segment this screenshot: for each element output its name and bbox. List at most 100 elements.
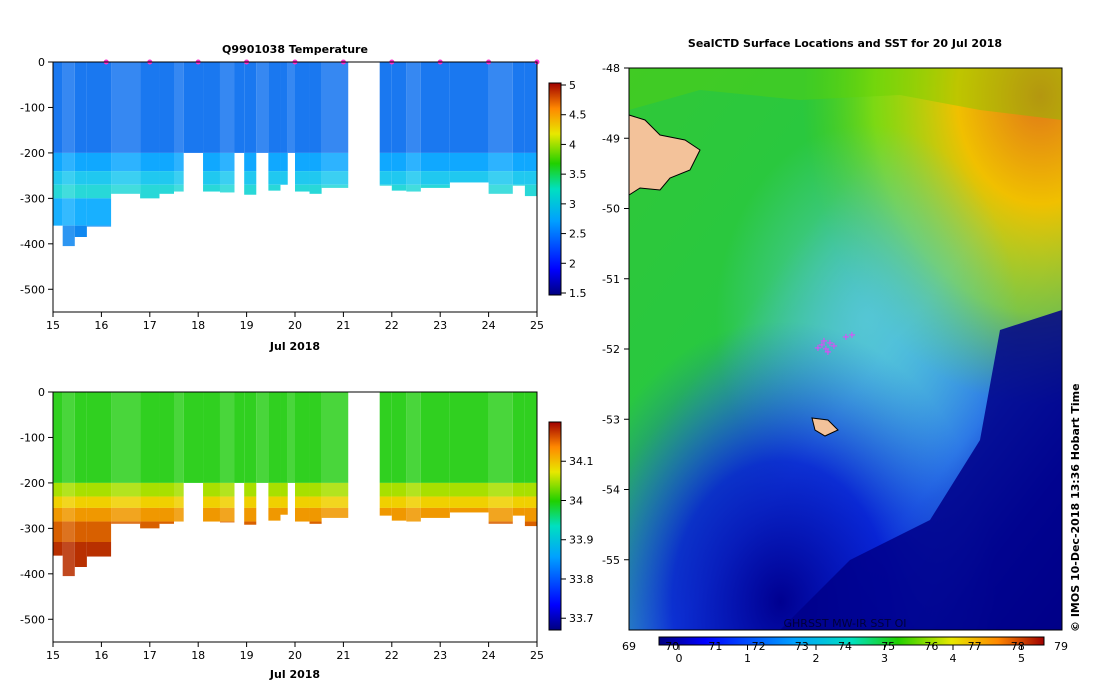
profile-cell (203, 496, 220, 508)
profile-cell (524, 152, 537, 172)
profile-cell (420, 392, 450, 483)
profile-cell (183, 392, 204, 483)
x-tick-label: 24 (482, 649, 496, 662)
colorbar-tick-label: 34.1 (569, 455, 594, 468)
profile-cell (449, 152, 489, 172)
profile-cell (74, 152, 87, 172)
x-tick-label: 17 (143, 649, 157, 662)
tag-location-point: + (842, 332, 850, 343)
profile-cell (219, 521, 235, 523)
profile-cell (280, 152, 288, 172)
profile-cell (140, 482, 160, 497)
profile-cell (86, 496, 112, 508)
temperature-profiles (53, 62, 537, 247)
profile-cell (62, 184, 75, 199)
profile-cell (140, 392, 160, 483)
profile-cell (62, 62, 75, 153)
profile-cell (512, 171, 525, 185)
profile-cell (321, 496, 349, 508)
profile-cell (406, 171, 421, 185)
profile-cell (280, 62, 288, 153)
temperature-y-ticks: 0 -100 -200 -300 -400 -500 (20, 56, 53, 296)
profile-cell (524, 62, 537, 153)
x-tick-label: 22 (385, 649, 399, 662)
colorbar-tick-label: 5 (569, 79, 576, 92)
profile-cell (111, 171, 141, 185)
profile-cell (53, 62, 63, 153)
profile-cell (321, 62, 349, 153)
colorbar-tick-label: 2 (569, 257, 576, 270)
profile-cell (86, 198, 112, 226)
tag-location-point: + (826, 338, 834, 349)
profile-cell (159, 152, 174, 172)
profile-cell (159, 171, 174, 185)
degF-tick-label: 71 (708, 640, 722, 653)
profile-cell (268, 152, 281, 172)
profile-cell (53, 184, 63, 199)
degF-tick-label: 72 (752, 640, 766, 653)
temperature-colorbar-ticks: 5 4.5 4 3.5 3 2.5 2 1.5 (561, 79, 587, 300)
profile-cell (379, 184, 392, 186)
mcdonald-island-land (811, 417, 839, 437)
degF-tick-label: 76 (924, 640, 938, 653)
degF-tick-label: 69 (622, 640, 636, 653)
profile-cell (488, 171, 513, 185)
profile-cell (512, 62, 525, 153)
profile-cell (53, 482, 63, 497)
profile-cell (74, 171, 87, 185)
profile-cell (86, 542, 112, 557)
profile-cell (295, 171, 310, 185)
profile-cell (159, 392, 174, 483)
profile-cell (219, 152, 235, 172)
profile-cell (86, 62, 112, 153)
profile-cell (309, 171, 322, 185)
profile-cell (295, 184, 310, 192)
x-tick-label: 19 (240, 319, 254, 332)
x-tick-label: 20 (288, 319, 302, 332)
profile-cell (309, 507, 322, 522)
profile-cell (379, 171, 392, 185)
profile-cell (512, 507, 525, 516)
profile-cell (140, 507, 160, 522)
degC-tick-label: 5 (1018, 652, 1025, 665)
profile-cell (244, 521, 257, 525)
profile-cell (74, 392, 87, 483)
profile-cell (62, 542, 75, 577)
profile-cell (321, 152, 349, 172)
profile-cell (86, 482, 112, 497)
tag-location-point: + (830, 341, 838, 352)
profile-cell (219, 496, 235, 508)
y-tick-label: 0 (38, 386, 45, 399)
profile-cell (379, 507, 392, 516)
salinity-y-ticks: 0 -100 -200 -300 -400 -500 (20, 386, 53, 626)
profile-cell (234, 62, 245, 153)
lat-tick-label: -52 (602, 343, 620, 356)
y-tick-label: -500 (20, 283, 45, 296)
x-tick-label: 16 (94, 649, 108, 662)
profile-cell (62, 171, 75, 185)
profile-cell (391, 62, 407, 153)
profile-cell (488, 521, 513, 524)
salinity-colorbar-ticks: 34.1 34 33.9 33.8 33.7 (561, 455, 594, 625)
profile-cell (111, 496, 141, 508)
colorbar-tick-label: 33.7 (569, 612, 594, 625)
profile-cell (268, 482, 281, 497)
y-tick-label: -300 (20, 192, 45, 205)
profile-cell (159, 507, 174, 522)
profile-cell (111, 507, 141, 522)
salinity-xlabel: Jul 2018 (269, 668, 320, 681)
profile-cell (62, 225, 75, 247)
profile-cell (74, 496, 87, 508)
lat-tick-label: -53 (602, 413, 620, 426)
profile-cell (280, 171, 288, 185)
profile-cell (244, 62, 257, 153)
profile-cell (309, 482, 322, 497)
profile-cell (111, 62, 141, 153)
profile-cell (268, 507, 281, 521)
x-tick-label: 25 (530, 319, 544, 332)
colorbar-tick-label: 4 (569, 138, 576, 151)
profile-cell (174, 392, 184, 483)
tag-location-point: + (822, 344, 830, 355)
profile-cell (174, 507, 184, 522)
profile-cell (203, 482, 220, 497)
